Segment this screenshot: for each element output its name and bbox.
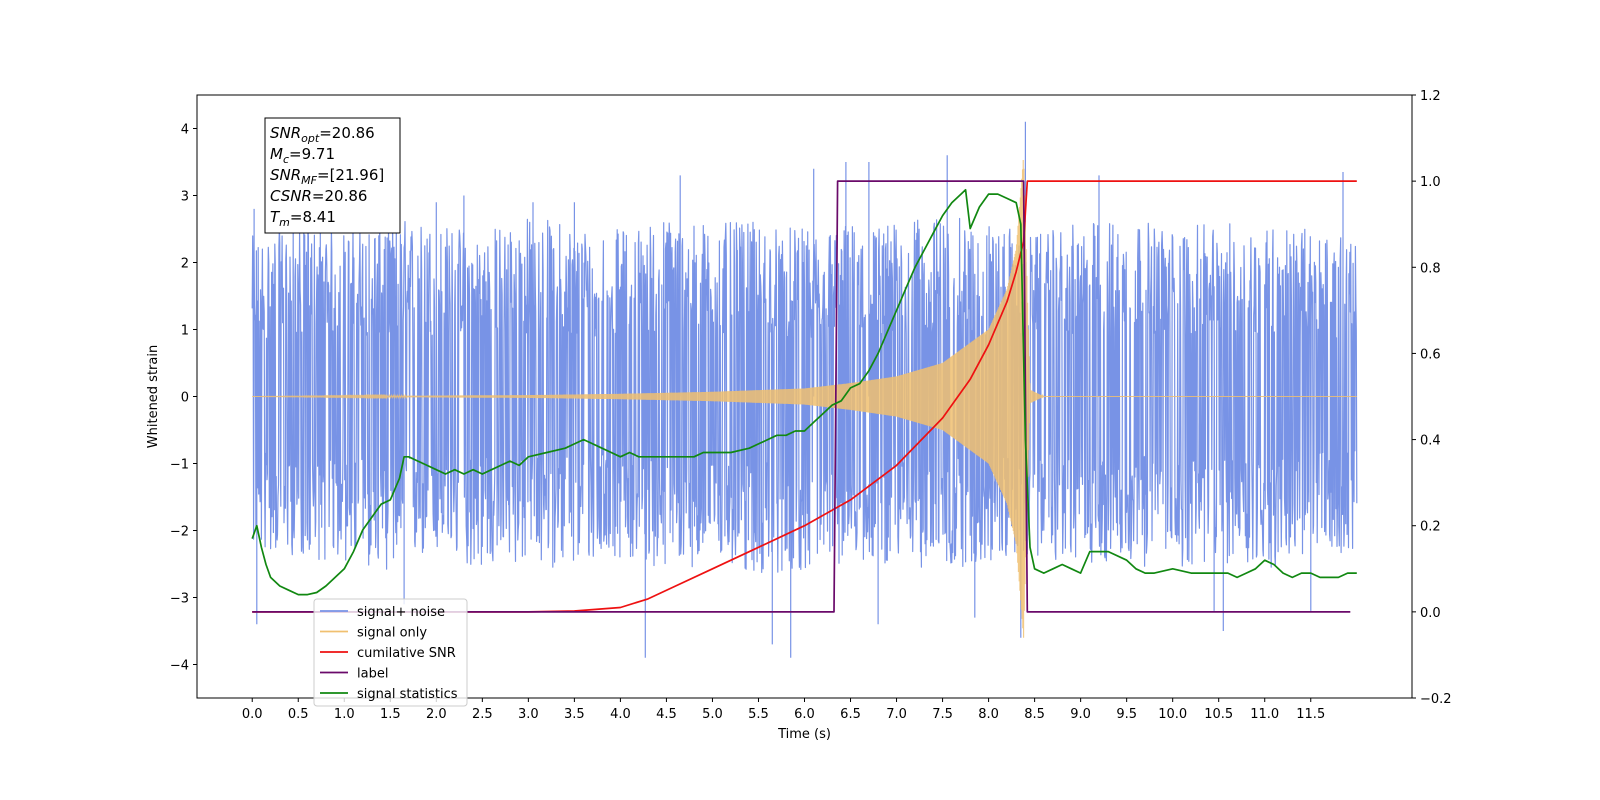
y-tick-label: −4 [170, 659, 189, 674]
info-line: SNRopt=20.86 [270, 124, 375, 145]
y-tick-label: 0 [181, 391, 189, 406]
x-tick-label: 0.0 [242, 707, 263, 722]
y2-tick-label: 0.6 [1420, 347, 1441, 362]
legend-label: signal+ noise [357, 605, 445, 620]
x-tick-label: 8.0 [978, 707, 999, 722]
y-axis-right: −0.2 0.0 0.2 0.4 0.6 0.8 1.0 1.2 [1412, 89, 1452, 707]
x-tick-label: 10.0 [1158, 707, 1187, 722]
legend: signal+ noise signal only cumilative SNR la… [313, 598, 468, 707]
x-tick-label: 6.0 [794, 707, 815, 722]
info-line: SNRMF=[21.96] [270, 166, 384, 187]
y2-tick-label: 1.2 [1420, 89, 1441, 104]
info-line: Tm=8.41 [270, 208, 336, 229]
legend-label: signal statistics [357, 687, 458, 702]
x-tick-label: 10.5 [1204, 707, 1233, 722]
signal-statistics-line [251, 188, 1357, 596]
x-tick-label: 3.5 [564, 707, 585, 722]
legend-label: signal only [357, 626, 427, 641]
y2-tick-label: 0.4 [1420, 434, 1441, 449]
legend-frame [313, 598, 468, 707]
x-tick-label: 11.5 [1296, 707, 1325, 722]
x-tick-label: 0.5 [288, 707, 309, 722]
x-axis-label: Time (s) [777, 727, 831, 742]
x-tick-label: 4.0 [610, 707, 631, 722]
label-line [252, 180, 1351, 613]
y2-tick-label: −0.2 [1420, 692, 1452, 707]
legend-label: cumilative SNR [357, 646, 456, 661]
right-axis-series [251, 180, 1357, 613]
cumilative-snr-line [252, 180, 1357, 613]
info-line: CSNR=20.86 [270, 187, 367, 205]
signal-only-line [252, 159, 1357, 638]
y2-tick-label: 1.0 [1420, 175, 1441, 190]
legend-label: label [357, 667, 388, 682]
y-tick-label: −3 [170, 592, 189, 607]
x-tick-label: 7.5 [932, 707, 953, 722]
y-axis-label: Whitened strain [146, 345, 161, 448]
x-tick-label: 5.0 [702, 707, 723, 722]
y-tick-label: 4 [181, 123, 189, 138]
y2-tick-label: 0.0 [1420, 606, 1441, 621]
x-tick-label: 3.0 [518, 707, 539, 722]
x-tick-label: 5.5 [748, 707, 769, 722]
y-tick-label: 1 [181, 324, 189, 339]
info-line: Mc=9.71 [270, 145, 335, 166]
y-tick-label: −1 [170, 458, 189, 473]
y-tick-label: −2 [170, 525, 189, 540]
y-tick-label: 3 [181, 190, 189, 205]
x-tick-label: 9.5 [1116, 707, 1137, 722]
info-box-frame [264, 117, 401, 234]
x-tick-label: 2.0 [426, 707, 447, 722]
x-axis: 0.0 0.5 1.0 1.5 2.0 2.5 3.0 3.5 4.0 4.5 5.0 5.5 6.0 6… [242, 698, 1325, 722]
y-tick-label: 2 [181, 257, 189, 272]
x-tick-label: 9.0 [1070, 707, 1091, 722]
y2-tick-label: 0.2 [1420, 520, 1441, 535]
x-tick-label: 2.5 [472, 707, 493, 722]
x-tick-label: 11.0 [1250, 707, 1279, 722]
x-tick-label: 6.5 [840, 707, 861, 722]
y-axis-left: −4 −3 −2 −1 0 1 2 3 4 [170, 123, 197, 674]
x-tick-label: 1.5 [380, 707, 401, 722]
y2-tick-label: 0.8 [1420, 261, 1441, 276]
series-signal-only [252, 159, 1357, 638]
x-tick-label: 7.0 [886, 707, 907, 722]
x-tick-label: 8.5 [1024, 707, 1045, 722]
info-box: SNRopt=20.86Mc=9.71SNRMF=[21.96]CSNR=20.… [264, 117, 401, 234]
x-tick-label: 1.0 [334, 707, 355, 722]
x-tick-label: 4.5 [656, 707, 677, 722]
